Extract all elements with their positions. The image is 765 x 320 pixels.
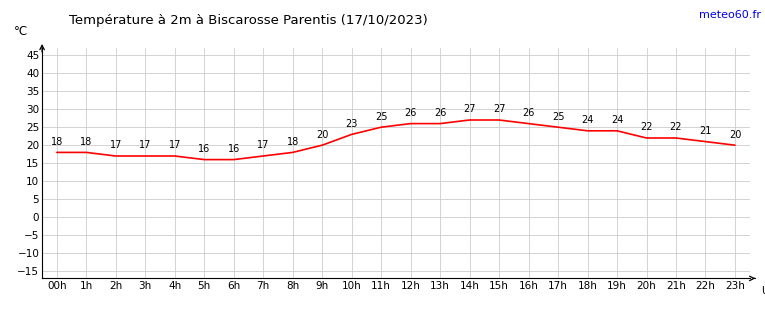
- Text: 24: 24: [581, 115, 594, 125]
- Text: Température à 2m à Biscarosse Parentis (17/10/2023): Température à 2m à Biscarosse Parentis (…: [69, 14, 428, 28]
- Text: 26: 26: [522, 108, 535, 118]
- Text: 18: 18: [50, 137, 63, 147]
- Text: 16: 16: [228, 144, 240, 154]
- Text: 27: 27: [464, 104, 476, 115]
- Text: 24: 24: [610, 115, 623, 125]
- Text: 17: 17: [109, 140, 122, 150]
- Text: 16: 16: [198, 144, 210, 154]
- Text: 17: 17: [139, 140, 151, 150]
- Text: °C: °C: [14, 25, 28, 38]
- Text: 17: 17: [257, 140, 269, 150]
- Text: 18: 18: [287, 137, 299, 147]
- Text: 27: 27: [493, 104, 506, 115]
- Text: 22: 22: [640, 123, 653, 132]
- Text: 23: 23: [346, 119, 358, 129]
- Text: 17: 17: [168, 140, 181, 150]
- Text: 26: 26: [405, 108, 417, 118]
- Text: 25: 25: [552, 112, 565, 122]
- Text: 20: 20: [316, 130, 328, 140]
- Text: 18: 18: [80, 137, 93, 147]
- Text: UTC: UTC: [761, 286, 765, 296]
- Text: 25: 25: [375, 112, 387, 122]
- Text: 26: 26: [434, 108, 446, 118]
- Text: 21: 21: [699, 126, 711, 136]
- Text: 20: 20: [729, 130, 741, 140]
- Text: meteo60.fr: meteo60.fr: [699, 10, 761, 20]
- Text: 22: 22: [669, 123, 682, 132]
